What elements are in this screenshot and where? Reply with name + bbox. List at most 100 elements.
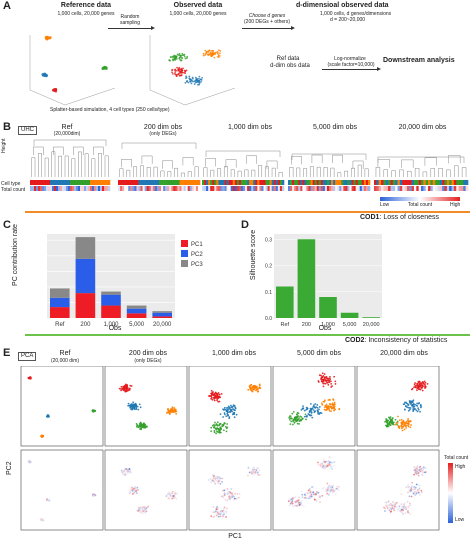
cell-type-segment <box>40 180 43 185</box>
cell-point <box>170 56 172 59</box>
pca-point <box>135 492 138 495</box>
pca-point <box>412 408 415 411</box>
pca-point <box>228 490 231 493</box>
cell-type-segment <box>230 180 234 185</box>
pca-point <box>216 475 219 478</box>
b-total-count-label: Total count <box>1 187 26 193</box>
pca-point <box>301 499 304 502</box>
pca-point <box>171 497 173 500</box>
cell-type-segment <box>292 180 295 185</box>
pca-point <box>414 492 417 494</box>
pca-point <box>407 511 410 513</box>
total-count-segment <box>138 186 141 191</box>
cell-point <box>182 67 184 70</box>
total-count-segment <box>104 186 107 191</box>
cell-type-segment <box>191 180 195 185</box>
cell-point <box>218 49 220 52</box>
total-count-segment <box>142 186 145 191</box>
pca-point <box>172 409 174 412</box>
pca-point <box>216 399 218 402</box>
pca-point <box>135 423 138 425</box>
pca-point <box>129 384 132 387</box>
total-count-segment <box>132 186 135 191</box>
pca-point <box>311 486 313 488</box>
e-label-ref-sub: (20,000 dim) <box>50 358 80 364</box>
e-xlabel: PC1 <box>228 533 242 540</box>
pca-point <box>407 424 410 427</box>
dendrogram-root <box>205 150 281 157</box>
cell-point <box>177 68 180 71</box>
total-count-segment <box>152 186 156 191</box>
pca-point <box>301 417 304 420</box>
cell-type-segment <box>214 180 217 185</box>
pca-point <box>310 495 313 498</box>
dendrogram-branch <box>126 169 131 177</box>
pca-point <box>147 505 149 508</box>
dendrogram-branch <box>377 159 390 168</box>
cell-type-segment <box>206 180 209 185</box>
cell-type-segment <box>267 180 270 185</box>
pca-point <box>167 493 169 495</box>
pca-point <box>305 497 308 500</box>
cell-type-segment <box>106 180 109 185</box>
cell-type-segment <box>416 180 419 185</box>
total-count-segment <box>136 186 139 191</box>
total-count-segment <box>395 186 398 191</box>
cell-point <box>172 59 174 62</box>
dendrogram-branch <box>205 158 216 167</box>
pca-point <box>423 383 426 386</box>
pca-point <box>407 490 410 493</box>
total-count-segment <box>98 186 101 191</box>
pca-point <box>299 503 302 506</box>
cell-type-segment <box>406 180 410 185</box>
pca-point <box>169 494 172 497</box>
pca-point <box>323 464 326 466</box>
dendrogram-branch <box>352 160 364 169</box>
pca-point <box>399 509 402 512</box>
pca-point <box>419 410 421 413</box>
pca-point <box>384 510 386 512</box>
pca-point <box>408 495 411 498</box>
x-tick-label: 5,000 <box>343 322 357 328</box>
cell-point <box>179 58 181 61</box>
pca-point <box>213 431 216 434</box>
pca-point <box>211 396 213 399</box>
total-count-segment <box>232 186 236 191</box>
silhouette-bar-0 <box>276 286 294 318</box>
total-count-segment <box>72 186 75 191</box>
cell-type-segment <box>136 180 139 185</box>
pca-point <box>135 488 138 491</box>
pca-point <box>306 491 309 494</box>
pca-point <box>228 417 231 420</box>
pca-point <box>316 410 319 413</box>
pca-point <box>416 382 418 385</box>
pca-point <box>145 506 148 509</box>
cell-type-segment <box>179 180 182 185</box>
cell-point <box>185 69 188 72</box>
pca-point <box>330 410 332 413</box>
pca-point <box>174 492 177 494</box>
cell-type-segment <box>195 180 199 185</box>
dendrogram-branch <box>217 168 222 177</box>
pca-point <box>424 381 427 384</box>
pca-point <box>316 406 319 409</box>
pca-point <box>420 491 423 494</box>
pca-point <box>330 462 333 465</box>
pca-point <box>320 412 323 415</box>
pca-point <box>213 396 216 399</box>
cell-point <box>177 72 180 75</box>
pca-point <box>144 425 147 428</box>
b-legend-high: High <box>450 202 461 208</box>
total-count-segment <box>312 186 315 191</box>
pca-point <box>386 420 389 423</box>
total-count-segment <box>146 186 150 191</box>
cell-point <box>190 79 193 82</box>
total-count-segment <box>243 186 246 191</box>
pca-point <box>328 381 330 384</box>
pca-point <box>322 400 325 403</box>
total-count-segment <box>432 186 436 191</box>
cell-point <box>181 54 184 57</box>
pca-point <box>222 429 225 432</box>
x-tick-label: Ref <box>55 322 65 328</box>
bar-pc1-4 <box>152 316 172 318</box>
